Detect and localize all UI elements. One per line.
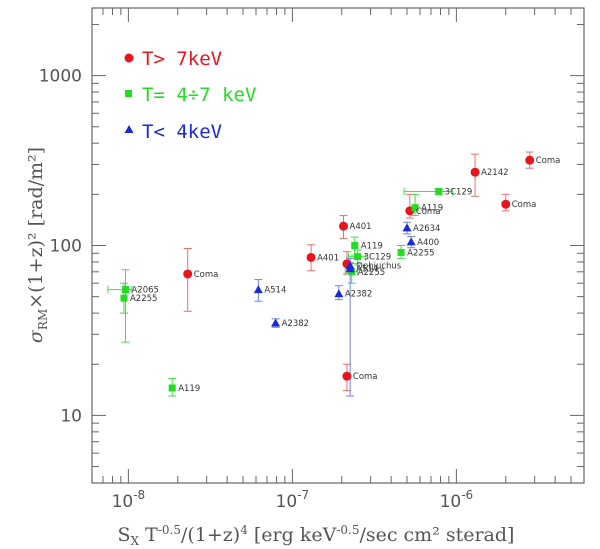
data-label: A401 bbox=[317, 253, 339, 263]
data-point-cool bbox=[334, 289, 344, 298]
x-label-sup2: 4 bbox=[240, 523, 248, 537]
data-label: Coma bbox=[536, 156, 561, 166]
data-point-hot bbox=[470, 167, 480, 177]
legend-label-cool: T< 4keV bbox=[142, 121, 222, 143]
data-label: A2255 bbox=[358, 268, 385, 278]
point-labels: ComaA401A401ComaComaA2142ComaComaA2065A2… bbox=[130, 156, 560, 394]
data-point-hot bbox=[525, 155, 535, 165]
data-label: A2382 bbox=[345, 290, 372, 300]
x-tick-base: 10 bbox=[276, 492, 298, 512]
legend-label-hot: T> 7keV bbox=[142, 48, 222, 70]
x-label-sup3: -0.5 bbox=[336, 523, 359, 537]
x-label-tail: [erg keV bbox=[248, 524, 337, 546]
data-label: A2255 bbox=[407, 248, 434, 258]
x-axis-label: SX T-0.5/(1+z)4 [erg keV-0.5/sec cm² ste… bbox=[118, 523, 515, 548]
data-label: A119 bbox=[421, 204, 443, 214]
data-label: Coma bbox=[353, 372, 378, 382]
data-label: A2142 bbox=[481, 168, 508, 178]
plot-frame bbox=[91, 7, 585, 484]
data-label: 3C129 bbox=[364, 253, 392, 263]
y-label-rest: ×(1+z)² [rad/m²] bbox=[25, 147, 47, 309]
x-tick-base: 10 bbox=[440, 492, 462, 512]
data-point-hot bbox=[183, 269, 193, 279]
data-point-mid bbox=[168, 384, 176, 392]
data-point-cool bbox=[271, 318, 281, 327]
data-label: A2382 bbox=[282, 319, 309, 329]
data-label: A2255 bbox=[130, 294, 157, 304]
data-point-cool bbox=[402, 223, 412, 232]
legend-marker-cool bbox=[124, 125, 134, 133]
data-label: Coma bbox=[416, 207, 441, 217]
data-point-hot bbox=[339, 221, 349, 231]
data-label: A514 bbox=[356, 265, 378, 275]
y-axis-label: σRM×(1+z)² [rad/m²] bbox=[25, 147, 50, 343]
legend-marker-mid bbox=[125, 90, 132, 97]
x-tick-label: 10-8 bbox=[112, 488, 146, 512]
y-tick-label: 100 bbox=[50, 237, 82, 257]
data-point-mid bbox=[411, 204, 419, 212]
data-point-mid bbox=[351, 242, 359, 249]
x-label-mid: T bbox=[139, 524, 158, 546]
data-point-hot bbox=[501, 199, 511, 209]
data-label: 3C129 bbox=[445, 187, 473, 197]
data-label: A2634 bbox=[413, 224, 440, 234]
y-tick-label: 10 bbox=[60, 406, 82, 426]
data-point-hot bbox=[306, 252, 316, 262]
legend-marker-hot bbox=[124, 53, 134, 63]
x-tick-base: 10 bbox=[112, 492, 134, 512]
data-label: Coma bbox=[194, 270, 219, 280]
x-tick-exp: -7 bbox=[297, 488, 309, 502]
data-point-mid bbox=[435, 187, 443, 195]
data-point-hot bbox=[342, 371, 352, 381]
data-point-mid bbox=[120, 294, 128, 302]
legend-label-mid: T= 4÷7 keV bbox=[142, 84, 256, 106]
data-label: A119 bbox=[178, 384, 200, 394]
x-tick-exp: -6 bbox=[461, 488, 473, 502]
data-label: A2065 bbox=[131, 286, 158, 296]
data-point-cool bbox=[406, 237, 416, 246]
x-label-tail2: /sec cm² sterad] bbox=[359, 524, 514, 546]
x-label-sub: X bbox=[131, 534, 140, 548]
data-point-mid bbox=[354, 253, 362, 261]
data-point-mid bbox=[397, 248, 405, 256]
data-point-cool bbox=[345, 264, 355, 273]
data-label: Ophiuchus bbox=[356, 262, 402, 272]
x-tick-label: 10-6 bbox=[440, 488, 474, 512]
data-label: A401 bbox=[350, 222, 372, 232]
data-label: Coma bbox=[512, 200, 537, 210]
legend: T> 7keV T= 4÷7 keV T< 4keV bbox=[124, 48, 256, 143]
data-label: A400 bbox=[417, 238, 439, 248]
data-label: A119 bbox=[361, 242, 383, 252]
y-label-sigma: σ bbox=[25, 329, 47, 343]
x-tick-exp: -8 bbox=[133, 488, 145, 502]
x-label-mid2: /(1+z) bbox=[181, 524, 240, 546]
x-label-s: S bbox=[118, 524, 131, 546]
x-tick-label: 10-7 bbox=[276, 488, 310, 512]
y-label-sub: RM bbox=[36, 309, 50, 330]
y-tick-label: 1000 bbox=[39, 67, 82, 87]
data-point-mid bbox=[121, 286, 129, 294]
data-point-cool bbox=[253, 285, 263, 294]
data-markers bbox=[120, 155, 535, 392]
x-label-sup1: -0.5 bbox=[158, 523, 181, 537]
data-label: A514 bbox=[264, 286, 286, 296]
